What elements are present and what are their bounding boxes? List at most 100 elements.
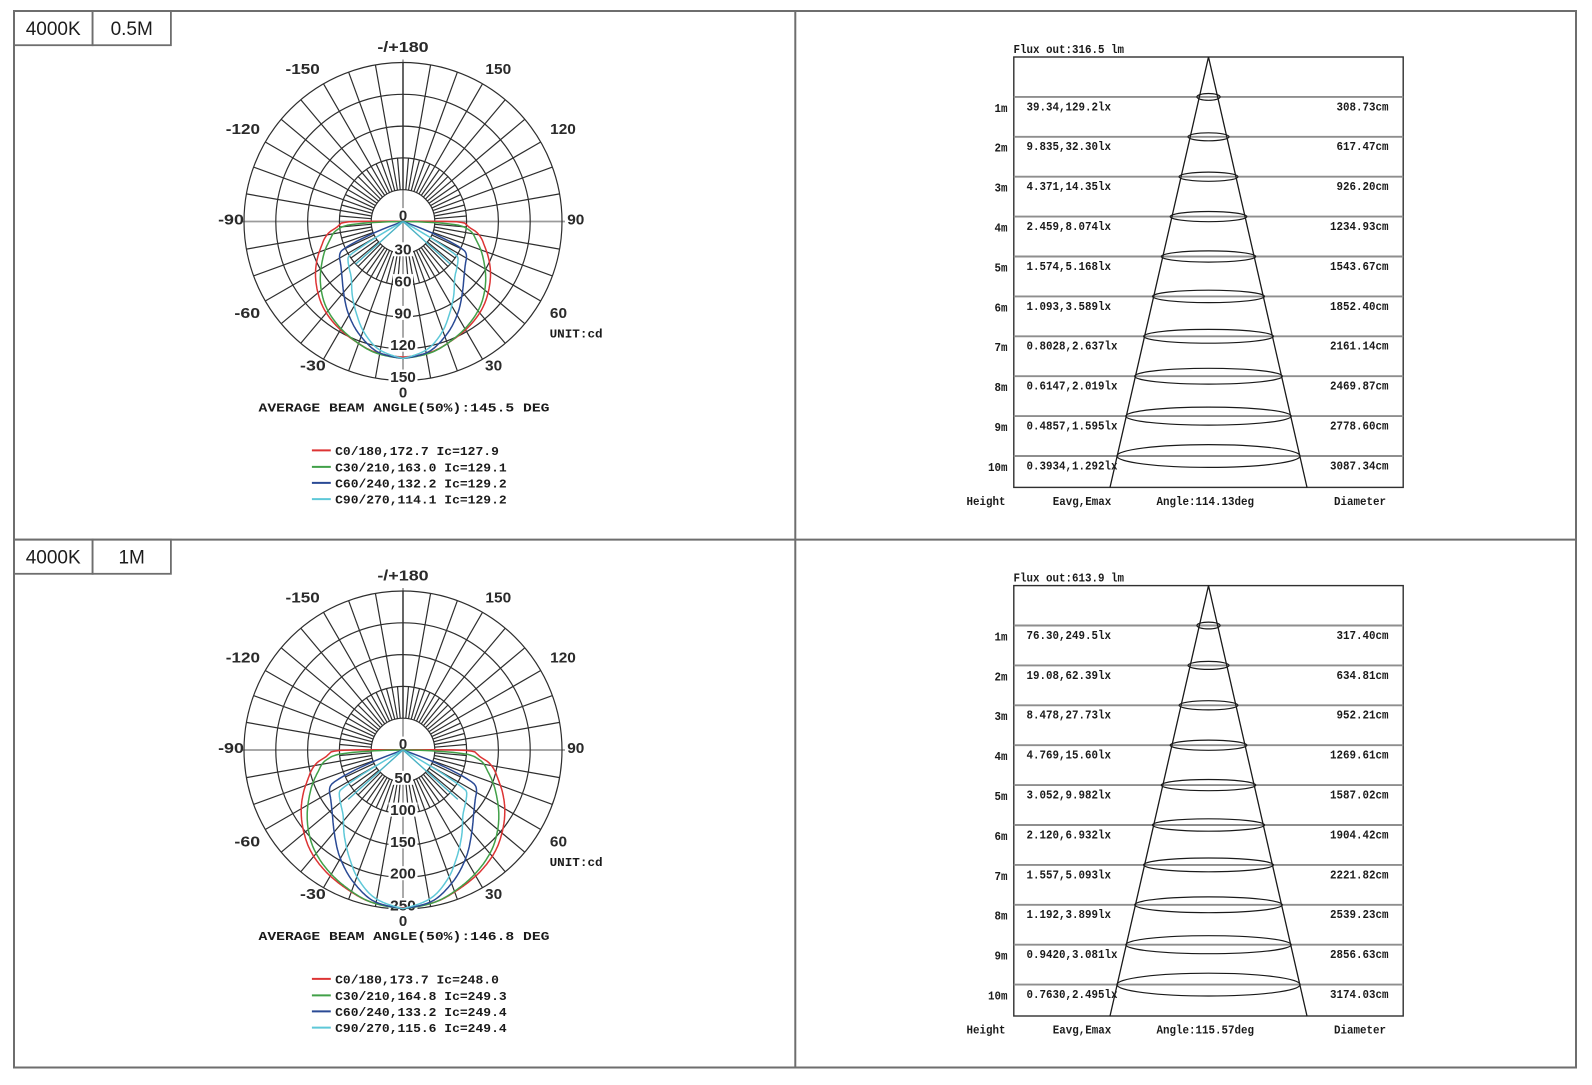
svg-text:50: 50	[394, 770, 411, 787]
svg-text:-/+180: -/+180	[377, 39, 428, 56]
svg-text:9m: 9m	[995, 950, 1008, 964]
svg-text:250: 250	[390, 897, 416, 914]
svg-text:9.835,32.30lx: 9.835,32.30lx	[1027, 140, 1112, 154]
svg-text:AVERAGE BEAM ANGLE(50%):145.5: AVERAGE BEAM ANGLE(50%):145.5 DEG	[259, 401, 550, 415]
svg-text:4000K: 4000K	[26, 19, 81, 40]
svg-text:5m: 5m	[995, 790, 1008, 804]
svg-text:2161.14cm: 2161.14cm	[1330, 340, 1389, 354]
svg-text:150: 150	[485, 61, 511, 78]
svg-text:2539.23cm: 2539.23cm	[1330, 908, 1389, 922]
svg-text:0.6147,2.019lx: 0.6147,2.019lx	[1027, 380, 1118, 394]
svg-text:0: 0	[399, 736, 407, 753]
svg-text:8m: 8m	[995, 910, 1008, 924]
svg-text:1852.40cm: 1852.40cm	[1330, 300, 1389, 314]
svg-text:Flux out:316.5 lm: Flux out:316.5 lm	[1014, 43, 1125, 57]
svg-text:926.20cm: 926.20cm	[1337, 180, 1389, 194]
svg-text:0.8028,2.637lx: 0.8028,2.637lx	[1027, 340, 1118, 354]
svg-text:-150: -150	[286, 61, 320, 78]
svg-text:C30/210,163.0 Ic=129.1: C30/210,163.0 Ic=129.1	[335, 461, 507, 475]
svg-text:1.093,3.589lx: 1.093,3.589lx	[1027, 300, 1112, 314]
svg-text:-120: -120	[226, 650, 260, 667]
svg-text:10m: 10m	[988, 461, 1008, 475]
svg-text:617.47cm: 617.47cm	[1337, 140, 1389, 154]
svg-text:4.769,15.60lx: 4.769,15.60lx	[1027, 749, 1112, 763]
svg-text:Eavg,Emax: Eavg,Emax	[1053, 495, 1112, 509]
svg-text:0: 0	[399, 208, 407, 225]
svg-text:1m: 1m	[995, 630, 1008, 644]
svg-text:Angle:115.57deg: Angle:115.57deg	[1157, 1024, 1255, 1038]
svg-text:7m: 7m	[995, 341, 1008, 355]
svg-text:-90: -90	[218, 212, 244, 229]
svg-text:317.40cm: 317.40cm	[1337, 629, 1389, 643]
svg-text:C0/180,172.7 Ic=127.9: C0/180,172.7 Ic=127.9	[335, 445, 499, 459]
svg-text:634.81cm: 634.81cm	[1337, 669, 1389, 683]
svg-text:Flux out:613.9 lm: Flux out:613.9 lm	[1014, 572, 1125, 586]
svg-text:150: 150	[485, 590, 511, 607]
svg-text:308.73cm: 308.73cm	[1337, 100, 1389, 114]
svg-text:C60/240,132.2 Ic=129.2: C60/240,132.2 Ic=129.2	[335, 477, 507, 491]
svg-text:2778.60cm: 2778.60cm	[1330, 420, 1389, 434]
svg-text:C60/240,133.2 Ic=249.4: C60/240,133.2 Ic=249.4	[335, 1006, 507, 1020]
svg-text:Diameter: Diameter	[1334, 495, 1386, 509]
svg-text:2856.63cm: 2856.63cm	[1330, 948, 1389, 962]
svg-text:Height: Height	[967, 495, 1006, 509]
svg-text:76.30,249.5lx: 76.30,249.5lx	[1027, 629, 1112, 643]
svg-text:4000K: 4000K	[26, 548, 81, 569]
svg-text:C90/270,114.1 Ic=129.2: C90/270,114.1 Ic=129.2	[335, 494, 507, 508]
svg-text:Height: Height	[967, 1024, 1006, 1038]
svg-text:90: 90	[394, 305, 411, 322]
svg-text:952.21cm: 952.21cm	[1337, 709, 1389, 723]
svg-text:2m: 2m	[995, 142, 1008, 156]
svg-text:UNIT:cd: UNIT:cd	[550, 856, 603, 870]
svg-text:-90: -90	[218, 740, 244, 757]
svg-text:9m: 9m	[995, 421, 1008, 435]
svg-text:8.478,27.73lx: 8.478,27.73lx	[1027, 709, 1112, 723]
svg-text:C90/270,115.6 Ic=249.4: C90/270,115.6 Ic=249.4	[335, 1022, 507, 1036]
svg-text:1587.02cm: 1587.02cm	[1330, 789, 1389, 803]
svg-text:4m: 4m	[995, 222, 1008, 236]
svg-text:8m: 8m	[995, 381, 1008, 395]
svg-text:1.192,3.899lx: 1.192,3.899lx	[1027, 908, 1112, 922]
svg-text:3m: 3m	[995, 710, 1008, 724]
svg-text:3.052,9.982lx: 3.052,9.982lx	[1027, 789, 1112, 803]
svg-text:-120: -120	[226, 121, 260, 138]
svg-text:60: 60	[550, 305, 567, 322]
svg-text:200: 200	[390, 866, 416, 883]
svg-text:0.5M: 0.5M	[111, 19, 153, 40]
svg-text:120: 120	[550, 650, 576, 667]
svg-text:-/+180: -/+180	[377, 568, 428, 585]
svg-text:C0/180,173.7 Ic=248.0: C0/180,173.7 Ic=248.0	[335, 973, 499, 987]
svg-text:5m: 5m	[995, 261, 1008, 275]
svg-text:1M: 1M	[118, 548, 144, 569]
svg-text:100: 100	[390, 802, 416, 819]
svg-text:150: 150	[390, 369, 416, 386]
svg-text:39.34,129.2lx: 39.34,129.2lx	[1027, 100, 1112, 114]
svg-text:-150: -150	[286, 590, 320, 607]
svg-text:2m: 2m	[995, 670, 1008, 684]
svg-text:30: 30	[485, 358, 502, 375]
svg-text:6m: 6m	[995, 830, 1008, 844]
svg-text:1m: 1m	[995, 102, 1008, 116]
svg-text:1234.93cm: 1234.93cm	[1330, 220, 1389, 234]
svg-text:Diameter: Diameter	[1334, 1024, 1386, 1038]
svg-text:4.371,14.35lx: 4.371,14.35lx	[1027, 180, 1112, 194]
svg-text:3174.03cm: 3174.03cm	[1330, 988, 1389, 1002]
svg-text:0.4857,1.595lx: 0.4857,1.595lx	[1027, 420, 1118, 434]
svg-text:C30/210,164.8 Ic=249.3: C30/210,164.8 Ic=249.3	[335, 990, 507, 1004]
svg-text:0: 0	[399, 384, 407, 401]
svg-text:-30: -30	[300, 886, 326, 903]
svg-text:AVERAGE BEAM ANGLE(50%):146.8: AVERAGE BEAM ANGLE(50%):146.8 DEG	[259, 930, 550, 944]
svg-text:-60: -60	[234, 305, 260, 322]
svg-text:2469.87cm: 2469.87cm	[1330, 380, 1389, 394]
svg-text:120: 120	[550, 121, 576, 138]
svg-text:-60: -60	[234, 834, 260, 851]
svg-text:6m: 6m	[995, 301, 1008, 315]
svg-text:UNIT:cd: UNIT:cd	[550, 327, 603, 341]
svg-text:10m: 10m	[988, 990, 1008, 1004]
svg-text:120: 120	[390, 337, 416, 354]
svg-text:2.459,8.074lx: 2.459,8.074lx	[1027, 220, 1112, 234]
svg-text:30: 30	[394, 242, 411, 259]
svg-text:90: 90	[567, 212, 584, 229]
svg-text:90: 90	[567, 740, 584, 757]
svg-text:1.557,5.093lx: 1.557,5.093lx	[1027, 868, 1112, 882]
